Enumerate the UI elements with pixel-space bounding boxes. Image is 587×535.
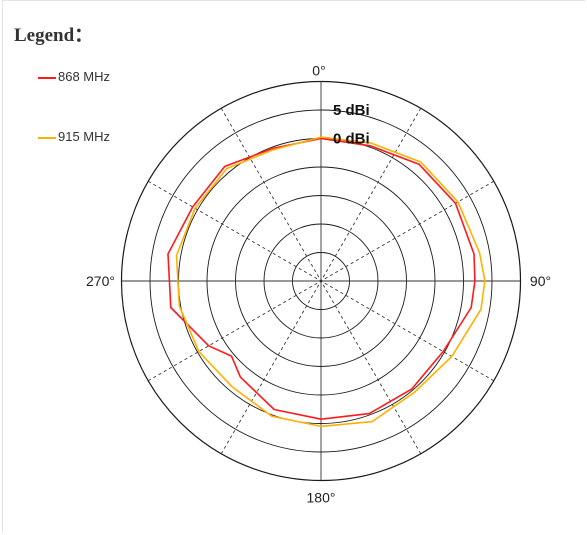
- legend-item-868: 868 MHz: [38, 69, 110, 84]
- legend-swatch-915: [38, 136, 56, 139]
- legend-swatch-868: [38, 76, 56, 79]
- angle-tick-90: 90°: [530, 273, 551, 289]
- radial-line-150: [220, 108, 422, 454]
- ring-label-0-dbi: 0 dBi: [333, 131, 370, 148]
- series-line-915-mhz: [175, 136, 486, 428]
- legend-label-915: 915 MHz: [58, 129, 111, 144]
- legend-item-915: 915 MHz: [38, 129, 110, 144]
- angle-tick-0: 0°: [312, 63, 325, 79]
- series-line-868-mhz: [167, 137, 476, 420]
- legend-title: Legend：: [14, 25, 94, 46]
- legend-label-868: 868 MHz: [58, 69, 111, 84]
- angle-tick-270: 270°: [86, 273, 115, 289]
- angle-tick-180: 180°: [307, 490, 336, 506]
- ring-label-5-dbi: 5 dBi: [333, 102, 370, 119]
